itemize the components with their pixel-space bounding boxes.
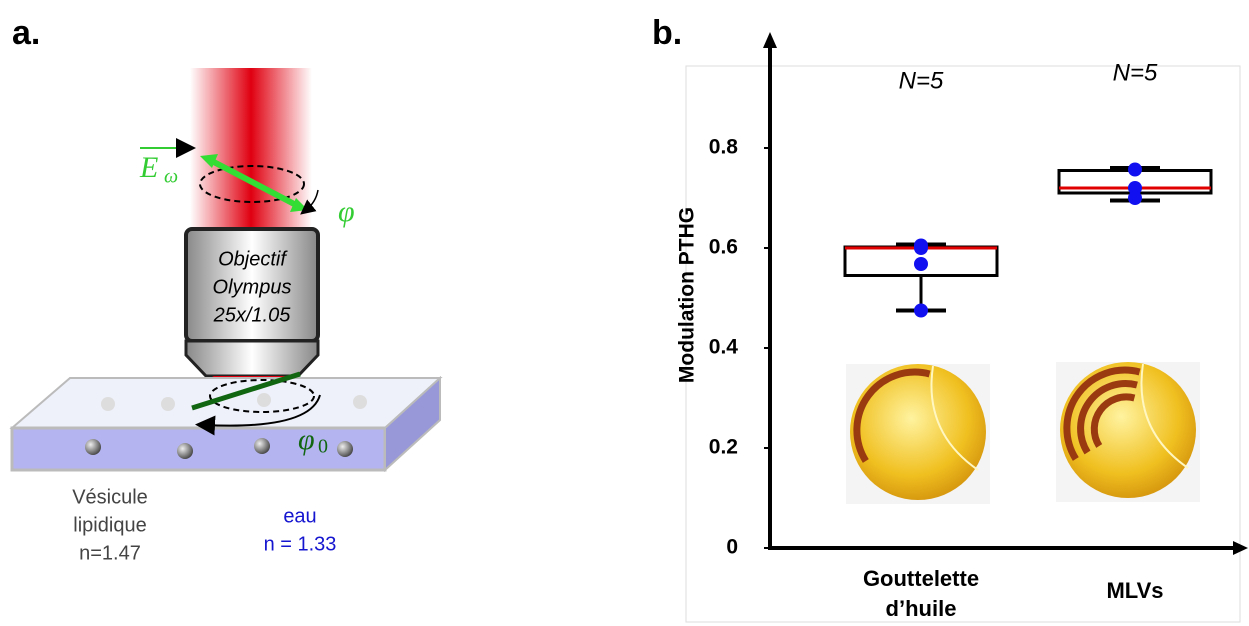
cut — [1140, 363, 1189, 469]
point — [1128, 162, 1142, 177]
label-line: 25x/1.05 — [213, 304, 292, 326]
vesicle-label: Vésicule lipidique n=1.47 — [72, 486, 148, 564]
objective-tip — [184, 339, 320, 378]
beads — [85, 393, 367, 459]
field-arrowheads — [200, 154, 308, 212]
rotation-arrow-2 — [195, 394, 321, 436]
field-arrow — [208, 157, 300, 209]
slab-top — [9, 377, 443, 429]
droplet — [850, 364, 986, 500]
angle0-subscript: 0 — [318, 436, 328, 458]
panel-label: b. — [652, 14, 682, 52]
point — [914, 303, 928, 318]
x-tick-label: Gouttelette d’huile — [862, 566, 980, 621]
layer — [1090, 393, 1136, 448]
polar-ellipse — [199, 165, 305, 203]
point — [1128, 191, 1142, 205]
label-line: Olympus — [213, 276, 292, 298]
label-line: eau — [283, 505, 316, 527]
objective-label: Objectif Olympus 25x/1.05 — [213, 248, 292, 326]
x-tick-label: MLVs — [1106, 578, 1164, 603]
y-tick-label: 0 — [726, 536, 738, 559]
annotation: N=5 — [899, 67, 944, 94]
label-line: n = 1.33 — [264, 533, 337, 555]
membrane-orientation — [191, 371, 301, 411]
y-tick-label: 0.6 — [709, 236, 738, 259]
y-tick-label: 0.2 — [709, 436, 738, 459]
rotation-arrow — [300, 189, 319, 215]
y-tick-label: 0.8 — [709, 136, 739, 159]
layer — [1063, 366, 1141, 461]
slab-side — [384, 375, 441, 473]
slab-front — [10, 426, 387, 472]
point — [914, 257, 928, 271]
label-line: lipidique — [73, 514, 146, 536]
label-line: Objectif — [218, 248, 288, 270]
point — [914, 241, 928, 255]
angle-symbol: φ — [338, 195, 355, 228]
annotation: N=5 — [1113, 59, 1158, 86]
y-tick-label: 0.4 — [709, 336, 739, 359]
plot-frame — [685, 65, 1241, 623]
polar-ellipse-2 — [209, 379, 315, 413]
x-arrow — [1233, 541, 1248, 555]
point — [1128, 181, 1142, 195]
layer — [853, 368, 931, 463]
field-subscript: ω — [164, 166, 178, 188]
label-line: Vésicule — [72, 486, 148, 508]
panel-label: a. — [12, 14, 40, 52]
y-arrow — [763, 32, 777, 48]
field-symbol: E — [139, 151, 158, 184]
angle0-symbol: φ — [298, 423, 315, 456]
label-line: n=1.47 — [79, 542, 141, 564]
cut — [930, 365, 979, 471]
layer — [1077, 380, 1138, 455]
y-axis-label: Modulation PTHG — [676, 207, 699, 383]
water-label: eau n = 1.33 — [264, 505, 337, 555]
